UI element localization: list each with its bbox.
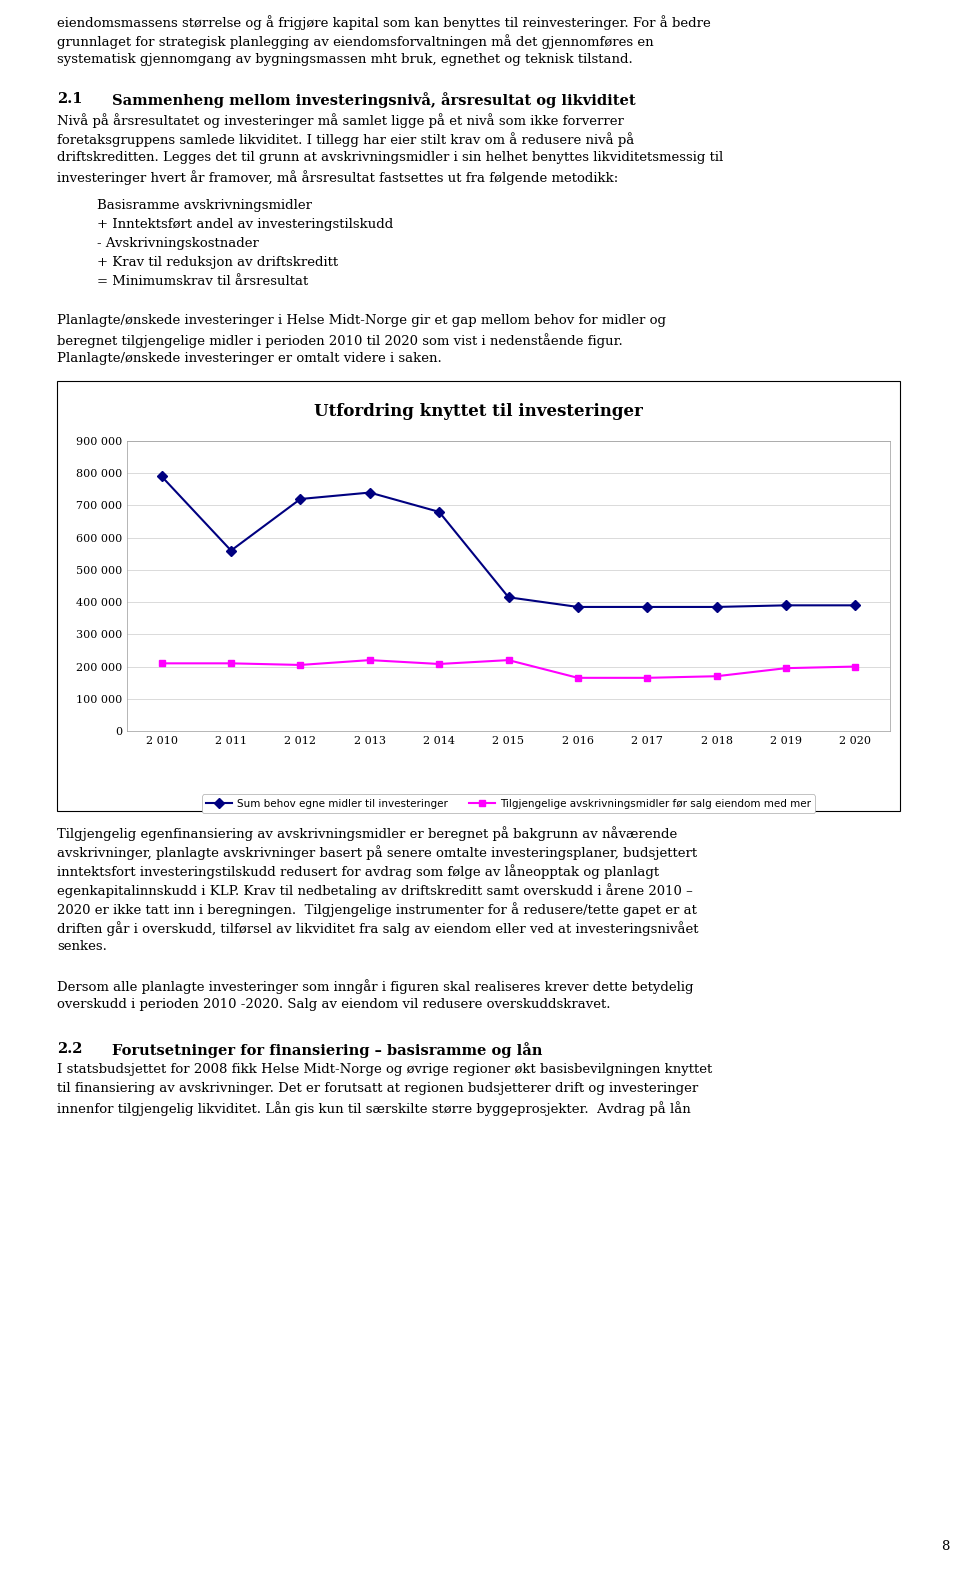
Text: avskrivninger, planlagte avskrivninger basert på senere omtalte investeringsplan: avskrivninger, planlagte avskrivninger b… — [57, 845, 697, 860]
Text: driften går i overskudd, tilførsel av likviditet fra salg av eiendom eller ved a: driften går i overskudd, tilførsel av li… — [57, 922, 699, 936]
Text: + Krav til reduksjon av driftskreditt: + Krav til reduksjon av driftskreditt — [97, 256, 338, 269]
Text: - Avskrivningskostnader: - Avskrivningskostnader — [97, 238, 259, 250]
Text: Planlagte/ønskede investeringer er omtalt videre i saken.: Planlagte/ønskede investeringer er omtal… — [57, 352, 442, 365]
Text: = Minimumskrav til årsresultat: = Minimumskrav til årsresultat — [97, 275, 308, 288]
Text: driftskreditten. Legges det til grunn at avskrivningsmidler i sin helhet benytte: driftskreditten. Legges det til grunn at… — [57, 151, 723, 164]
Text: Tilgjengelig egenfinansiering av avskrivningsmidler er beregnet på bakgrunn av n: Tilgjengelig egenfinansiering av avskriv… — [57, 826, 677, 842]
Text: 8: 8 — [942, 1540, 950, 1553]
Text: Sammenheng mellom investeringsnivå, årsresultat og likviditet: Sammenheng mellom investeringsnivå, årsr… — [112, 91, 636, 109]
Text: grunnlaget for strategisk planlegging av eiendomsforvaltningen må det gjennomfør: grunnlaget for strategisk planlegging av… — [57, 35, 654, 49]
Text: beregnet tilgjengelige midler i perioden 2010 til 2020 som vist i nedenstående f: beregnet tilgjengelige midler i perioden… — [57, 333, 623, 348]
Text: Basisramme avskrivningsmidler: Basisramme avskrivningsmidler — [97, 200, 312, 212]
Text: overskudd i perioden 2010 -2020. Salg av eiendom vil redusere overskuddskravet.: overskudd i perioden 2010 -2020. Salg av… — [57, 997, 611, 1011]
Text: Forutsetninger for finansiering – basisramme og lån: Forutsetninger for finansiering – basisr… — [112, 1041, 542, 1059]
Text: innenfor tilgjengelig likviditet. Lån gis kun til særskilte større byggeprosjekt: innenfor tilgjengelig likviditet. Lån gi… — [57, 1101, 691, 1115]
Text: 2020 er ikke tatt inn i beregningen.  Tilgjengelige instrumenter for å redusere/: 2020 er ikke tatt inn i beregningen. Til… — [57, 901, 697, 917]
Text: Utfordring knyttet til investeringer: Utfordring knyttet til investeringer — [314, 403, 643, 420]
Bar — [57, 381, 900, 812]
Text: Dersom alle planlagte investeringer som inngår i figuren skal realiseres krever : Dersom alle planlagte investeringer som … — [57, 978, 693, 994]
Text: egenkapitalinnskudd i KLP. Krav til nedbetaling av driftskreditt samt overskudd : egenkapitalinnskudd i KLP. Krav til nedb… — [57, 882, 693, 898]
Text: systematisk gjennomgang av bygningsmassen mht bruk, egnethet og teknisk tilstand: systematisk gjennomgang av bygningsmasse… — [57, 53, 633, 66]
Text: + Inntektsført andel av investeringstilskudd: + Inntektsført andel av investeringstils… — [97, 219, 394, 231]
Text: investeringer hvert år framover, må årsresultat fastsettes ut fra følgende metod: investeringer hvert år framover, må årsr… — [57, 170, 618, 186]
Legend: Sum behov egne midler til investeringer, Tilgjengelige avskrivningsmidler før sa: Sum behov egne midler til investeringer,… — [202, 794, 815, 813]
Text: Planlagte/ønskede investeringer i Helse Midt-Norge gir et gap mellom behov for m: Planlagte/ønskede investeringer i Helse … — [57, 315, 666, 327]
Text: I statsbudsjettet for 2008 fikk Helse Midt-Norge og øvrige regioner økt basisbev: I statsbudsjettet for 2008 fikk Helse Mi… — [57, 1063, 712, 1076]
Text: eiendomsmassens størrelse og å frigjøre kapital som kan benyttes til reinvesteri: eiendomsmassens størrelse og å frigjøre … — [57, 16, 710, 30]
Text: foretaksgruppens samlede likviditet. I tillegg har eier stilt krav om å redusere: foretaksgruppens samlede likviditet. I t… — [57, 132, 635, 146]
Text: 2.1: 2.1 — [57, 91, 83, 105]
Text: til finansiering av avskrivninger. Det er forutsatt at regionen budsjetterer dri: til finansiering av avskrivninger. Det e… — [57, 1082, 698, 1095]
Text: 2.2: 2.2 — [57, 1041, 83, 1055]
Text: senkes.: senkes. — [57, 941, 107, 953]
Text: Nivå på årsresultatet og investeringer må samlet ligge på et nivå som ikke forve: Nivå på årsresultatet og investeringer m… — [57, 113, 624, 127]
Text: inntektsfort investeringstilskudd redusert for avdrag som følge av låneopptak og: inntektsfort investeringstilskudd reduse… — [57, 864, 660, 879]
